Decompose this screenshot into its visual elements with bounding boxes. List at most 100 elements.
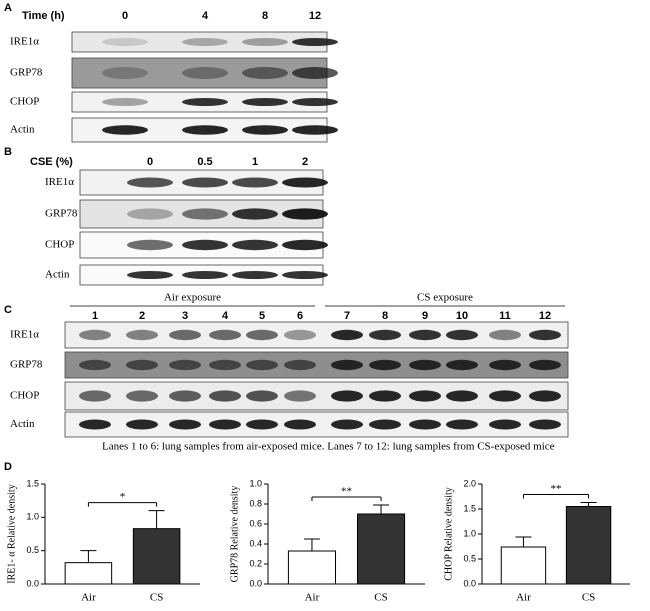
- band: [282, 271, 328, 279]
- x-tick-label: Air: [305, 592, 320, 604]
- row-label: Actin: [10, 124, 35, 136]
- row-label: IRE1α: [10, 329, 39, 341]
- band: [79, 419, 111, 430]
- band: [182, 67, 228, 79]
- band: [284, 390, 316, 402]
- y-tick-label: 1.5: [26, 478, 39, 488]
- group-label: Air exposure: [164, 292, 221, 304]
- band: [242, 98, 288, 106]
- band: [446, 419, 478, 430]
- band: [182, 208, 228, 220]
- band: [282, 177, 328, 188]
- band: [331, 359, 363, 371]
- x-tick-label: CS: [582, 592, 595, 604]
- band: [169, 329, 201, 341]
- band: [529, 329, 561, 341]
- blot: [64, 411, 569, 438]
- band: [127, 208, 173, 220]
- y-tick-label: 0.6: [249, 518, 262, 528]
- lane-label: 12: [309, 10, 321, 22]
- panel-label: B: [4, 146, 12, 158]
- band: [127, 271, 173, 279]
- band: [409, 359, 441, 371]
- band: [182, 271, 228, 279]
- band: [242, 38, 288, 46]
- band: [282, 239, 328, 251]
- band: [79, 359, 111, 371]
- significance-label: *: [120, 491, 126, 503]
- band: [79, 390, 111, 402]
- lane-label: 0: [122, 10, 128, 22]
- band: [182, 125, 228, 135]
- bar: [565, 506, 612, 585]
- band: [331, 390, 363, 402]
- band: [282, 208, 328, 220]
- band: [292, 67, 338, 79]
- bar: [132, 528, 181, 585]
- y-tick-label: 1.0: [26, 512, 39, 522]
- band: [102, 125, 148, 135]
- band: [409, 419, 441, 430]
- band: [446, 390, 478, 402]
- x-tick-label: Air: [81, 592, 96, 604]
- band: [126, 329, 158, 341]
- band: [284, 359, 316, 371]
- band: [182, 239, 228, 251]
- band: [446, 329, 478, 341]
- band: [409, 329, 441, 341]
- band: [529, 359, 561, 371]
- band: [209, 329, 241, 341]
- band: [169, 359, 201, 371]
- band: [489, 390, 521, 402]
- band: [182, 38, 228, 46]
- band: [209, 419, 241, 430]
- band: [369, 329, 401, 341]
- band: [369, 390, 401, 402]
- row-label: CHOP: [10, 390, 39, 402]
- lane-label: 4: [202, 10, 209, 22]
- band: [489, 419, 521, 430]
- band: [127, 239, 173, 251]
- y-tick-label: 0.0: [463, 578, 476, 588]
- lane-label: 8: [382, 310, 388, 322]
- band: [284, 329, 316, 341]
- row-label: GRP78: [45, 208, 78, 220]
- bar: [356, 513, 406, 585]
- lane-label: 11: [499, 310, 511, 322]
- lane-label: 3: [182, 310, 188, 322]
- band: [169, 419, 201, 430]
- y-tick-label: 2.0: [463, 478, 476, 488]
- band: [529, 390, 561, 402]
- band: [246, 419, 278, 430]
- band: [79, 329, 111, 341]
- bar: [287, 550, 337, 585]
- x-tick-label: CS: [150, 592, 163, 604]
- row-label: GRP78: [10, 67, 43, 79]
- band: [292, 125, 338, 135]
- x-tick-label: CS: [374, 592, 387, 604]
- y-tick-label: 0.5: [26, 545, 39, 555]
- y-axis-label: CHOP Relative density: [443, 487, 454, 581]
- lane-label: 2: [302, 156, 308, 168]
- band: [232, 239, 278, 251]
- band: [127, 177, 173, 188]
- band: [246, 359, 278, 371]
- band: [529, 419, 561, 430]
- band: [126, 390, 158, 402]
- lane-label: 9: [422, 310, 428, 322]
- band: [489, 329, 521, 341]
- band: [242, 67, 288, 79]
- panel-label: A: [4, 2, 12, 14]
- band: [126, 359, 158, 371]
- axis-label: CSE (%): [30, 156, 73, 168]
- band: [126, 419, 158, 430]
- row-label: IRE1α: [10, 36, 39, 48]
- band: [209, 390, 241, 402]
- y-tick-label: 0.0: [249, 578, 262, 588]
- y-tick-label: 0.8: [249, 498, 262, 508]
- band: [182, 177, 228, 188]
- lane-label: 2: [139, 310, 145, 322]
- lane-label: 0: [147, 156, 153, 168]
- row-label: Actin: [45, 269, 70, 281]
- band: [331, 419, 363, 430]
